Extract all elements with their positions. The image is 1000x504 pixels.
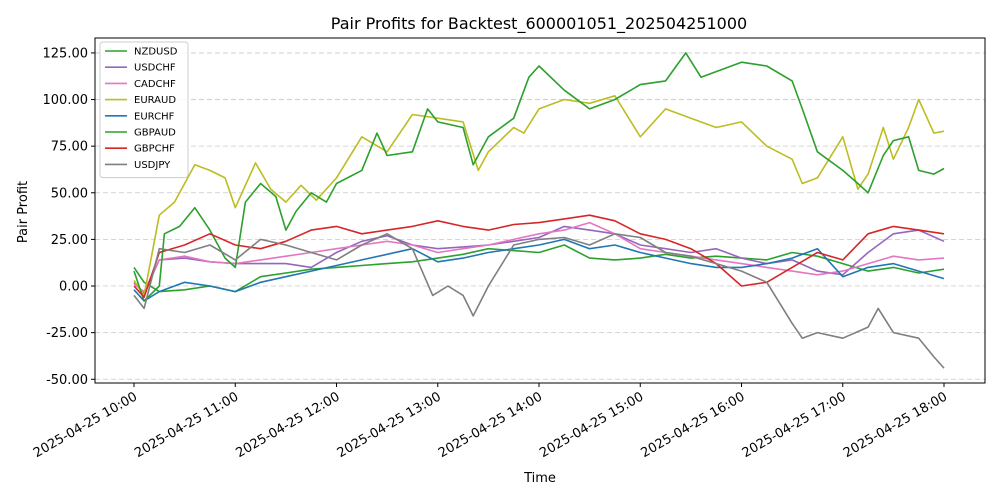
x-tick-label: 2025-04-25 16:00 — [639, 389, 748, 461]
y-axis-label: Pair Profit — [16, 181, 31, 243]
y-tick-label: 75.00 — [51, 140, 88, 155]
series-line-cadchf — [133, 221, 945, 293]
y-tick-label: 25.00 — [51, 233, 88, 248]
series-line-eurchf — [133, 238, 945, 302]
x-axis-label: Time — [523, 471, 556, 486]
x-tick-label: 2025-04-25 18:00 — [841, 389, 950, 461]
x-tick-label: 2025-04-25 15:00 — [537, 389, 646, 461]
plot-frame — [94, 37, 986, 384]
legend-label: GBPAUD — [134, 128, 176, 139]
legend-label: USDJPY — [134, 160, 171, 171]
y-tick-label: 0.00 — [59, 280, 88, 295]
series-line-nzdusd — [133, 244, 945, 293]
legend-box — [99, 41, 189, 179]
x-tick-label: 2025-04-25 14:00 — [436, 389, 545, 461]
series-line-usdjpy — [133, 233, 945, 369]
y-axis: 125.00 100.00 75.00 50.00 25.00 0.00 -25.00 -50… — [43, 46, 95, 388]
legend: NZDUSD USDCHF CADCHF EURAUD EURCHF GBPAUD GBPC… — [99, 41, 189, 179]
gridlines — [95, 52, 985, 380]
y-tick-label: -25.00 — [46, 326, 88, 341]
chart-title: Pair Profits for Backtest_600001051_2025… — [331, 14, 747, 34]
series-line-euraud — [133, 95, 945, 297]
x-tick-label: 2025-04-25 13:00 — [335, 389, 444, 461]
legend-label: EURAUD — [134, 95, 176, 106]
legend-label: USDCHF — [134, 63, 176, 74]
x-tick-label: 2025-04-25 17:00 — [740, 389, 849, 461]
y-tick-label: -50.00 — [46, 373, 88, 388]
y-tick-label: 100.00 — [43, 93, 89, 108]
series-line-usdchf — [133, 225, 945, 295]
x-tick-label: 2025-04-25 12:00 — [234, 389, 343, 461]
legend-label: CADCHF — [134, 79, 176, 90]
x-tick-label: 2025-04-25 10:00 — [31, 389, 140, 461]
legend-label: GBPCHF — [134, 144, 175, 155]
y-tick-label: 125.00 — [43, 46, 89, 61]
series-lines — [133, 52, 945, 369]
y-tick-label: 50.00 — [51, 186, 88, 201]
legend-label: EURCHF — [134, 111, 175, 122]
series-line-gbpchf — [133, 214, 945, 299]
x-tick-label: 2025-04-25 11:00 — [132, 389, 241, 461]
legend-label: NZDUSD — [134, 47, 178, 58]
